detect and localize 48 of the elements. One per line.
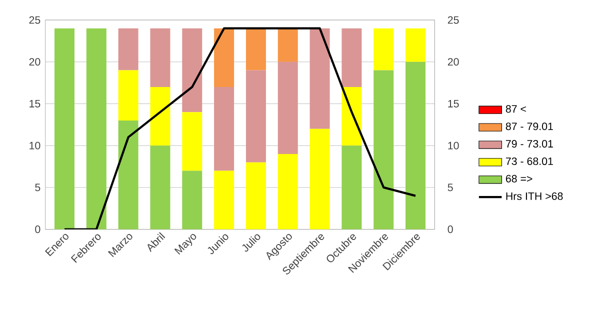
bar bbox=[214, 170, 234, 230]
bar bbox=[310, 28, 330, 129]
bar bbox=[118, 70, 138, 120]
bar bbox=[278, 28, 298, 62]
bar bbox=[342, 86, 362, 146]
y2-tick-label: 25 bbox=[448, 16, 459, 24]
y2-tick-label: 0 bbox=[448, 226, 453, 234]
bar bbox=[246, 70, 266, 162]
bar bbox=[278, 62, 298, 154]
bar bbox=[246, 28, 266, 70]
bar bbox=[406, 62, 426, 230]
legend-label: Hrs ITH >68 bbox=[506, 192, 563, 200]
y-tick-label: 5 bbox=[35, 184, 40, 192]
bar bbox=[310, 128, 330, 230]
legend-label: 79 - 73.01 bbox=[506, 140, 553, 148]
y2-tick-label: 10 bbox=[448, 142, 459, 150]
bar bbox=[278, 154, 298, 230]
bar bbox=[150, 146, 170, 230]
y-tick-label: 15 bbox=[30, 100, 40, 108]
bar bbox=[246, 162, 266, 230]
bar bbox=[374, 28, 394, 70]
bar bbox=[118, 28, 138, 70]
bar bbox=[182, 112, 202, 171]
legend-label: 73 - 68.01 bbox=[506, 157, 553, 166]
bar bbox=[406, 28, 426, 62]
y-tick-label: 20 bbox=[29, 58, 40, 66]
bar bbox=[182, 28, 202, 112]
bar bbox=[150, 86, 170, 146]
y-tick-label: 0 bbox=[35, 226, 40, 234]
y2-tick-label: 5 bbox=[448, 184, 453, 192]
y-tick-label: 25 bbox=[29, 16, 40, 24]
legend-label: 87 < bbox=[506, 105, 526, 113]
bar bbox=[54, 28, 74, 230]
bar bbox=[374, 70, 394, 230]
legend-label: 68 => bbox=[506, 174, 532, 182]
bar bbox=[182, 170, 202, 230]
bar bbox=[214, 86, 234, 171]
x-tick-label: Julio bbox=[242, 234, 260, 252]
bar bbox=[150, 28, 170, 87]
bar bbox=[118, 120, 138, 230]
bar bbox=[86, 28, 106, 230]
bar bbox=[342, 28, 362, 87]
y2-tick-label: 15 bbox=[448, 100, 459, 108]
bar bbox=[214, 28, 234, 87]
y-tick-label: 10 bbox=[30, 142, 40, 150]
legend-label: 87 - 79.01 bbox=[506, 122, 553, 130]
bar bbox=[342, 146, 362, 230]
y2-tick-label: 20 bbox=[448, 58, 459, 66]
